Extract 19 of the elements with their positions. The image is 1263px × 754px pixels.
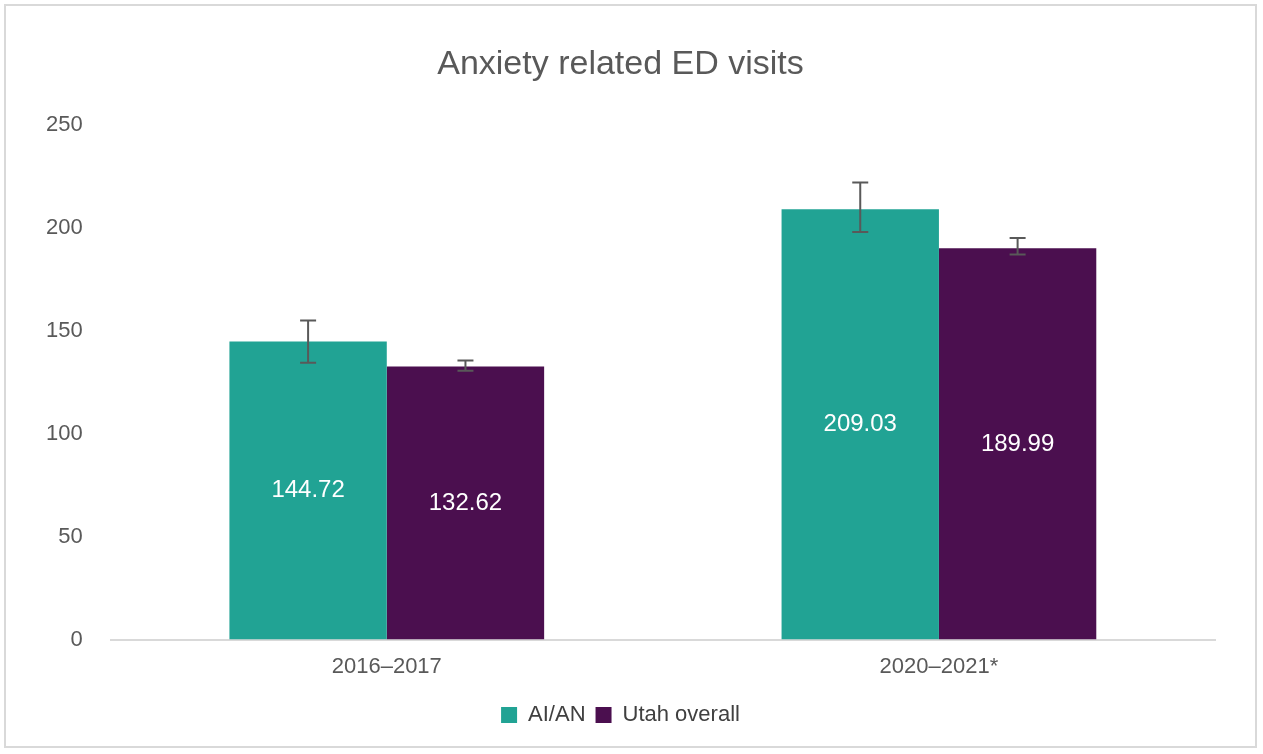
x-tick-label: 2016–2017: [331, 652, 442, 678]
data-label: 209.03: [823, 409, 897, 437]
data-label: 189.99: [980, 428, 1055, 456]
chart-title: Anxiety related ED visits: [437, 42, 804, 81]
bar: [938, 248, 1097, 640]
x-tick-label: 2020–2021*: [879, 652, 999, 678]
y-tick-label: 200: [45, 213, 83, 239]
bar: [229, 341, 387, 640]
bar: [386, 366, 545, 640]
data-label: 144.72: [271, 475, 345, 503]
y-tick-label: 250: [45, 110, 83, 136]
bar: [781, 209, 939, 640]
y-tick-label: 50: [58, 522, 83, 548]
y-tick-label: 100: [45, 419, 83, 445]
legend-label: AI/AN: [528, 701, 586, 727]
y-tick-label: 150: [45, 316, 83, 342]
data-label: 132.62: [428, 487, 503, 515]
legend-label: Utah overall: [622, 701, 740, 727]
y-tick-label: 0: [70, 625, 83, 651]
